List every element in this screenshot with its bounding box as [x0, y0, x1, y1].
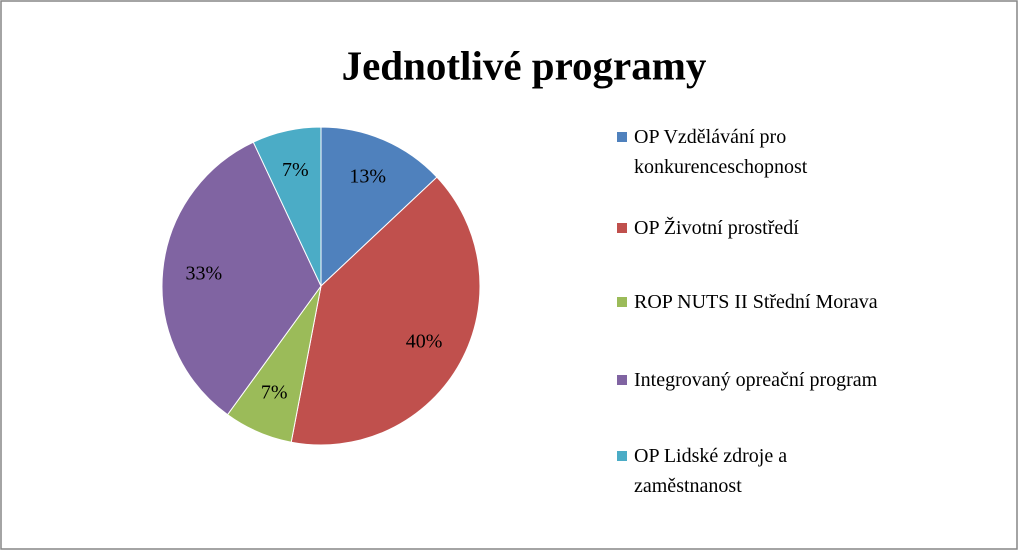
data-label: 7%: [261, 382, 288, 404]
legend-entry: OP Vzdělávání pro konkurenceschopnost: [617, 122, 874, 182]
legend-entry: OP Lidské zdroje a zaměstnanost: [617, 441, 874, 501]
data-label: 13%: [349, 166, 386, 188]
legend-swatch: [617, 132, 627, 142]
legend-label: Integrovaný opreační program: [634, 369, 878, 391]
pie-slice: [161, 141, 322, 416]
pie-slice: [290, 176, 481, 446]
legend-entry: OP Životní prostředí: [617, 213, 979, 243]
legend-entry: Integrovaný opreační program: [617, 365, 979, 395]
legend-entry: ROP NUTS II Střední Morava: [617, 287, 979, 317]
chart-title: Jednotlivé programy: [342, 42, 707, 88]
legend-label: OP Životní prostředí: [634, 217, 799, 239]
pie-slice: [252, 126, 322, 287]
legend-swatch: [617, 451, 627, 461]
data-label: 40%: [406, 330, 443, 352]
legend-swatch: [617, 375, 627, 385]
data-label: 7%: [282, 159, 309, 181]
data-label: 33%: [186, 263, 223, 285]
legend-swatch: [617, 297, 627, 307]
legend-label: ROP NUTS II Střední Morava: [634, 291, 878, 313]
pie-slice: [320, 126, 438, 288]
legend-swatch: [617, 223, 627, 233]
legend-label: OP Vzdělávání pro konkurenceschopnost: [634, 126, 808, 178]
legend-label: OP Lidské zdroje a zaměstnanost: [634, 445, 788, 497]
